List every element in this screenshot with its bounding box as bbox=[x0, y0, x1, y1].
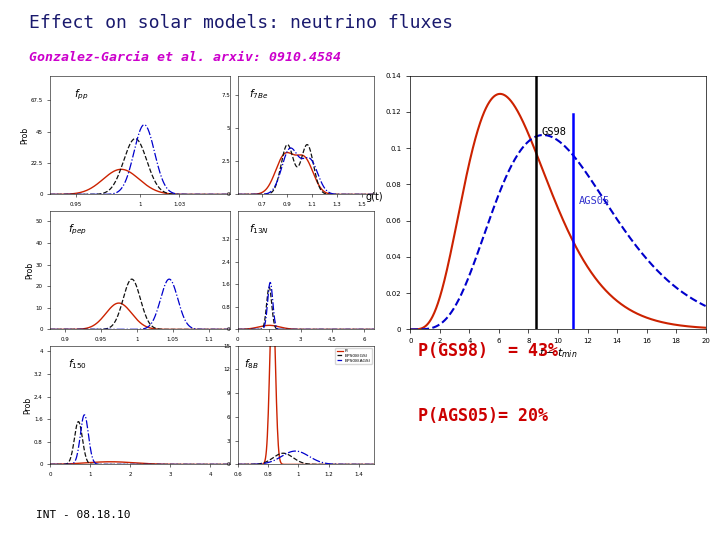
Text: $f_{8B}$: $f_{8B}$ bbox=[245, 357, 259, 371]
Text: P(GS98)  = 43%: P(GS98) = 43% bbox=[418, 342, 557, 360]
Text: $f_{7Be}$: $f_{7Be}$ bbox=[248, 87, 268, 101]
Y-axis label: Prob: Prob bbox=[20, 126, 29, 144]
Text: $f_{13N}$: $f_{13N}$ bbox=[248, 222, 269, 236]
Text: Gonzalez-Garcia et al. arxiv: 0910.4584: Gonzalez-Garcia et al. arxiv: 0910.4584 bbox=[29, 51, 341, 64]
Text: AGS05: AGS05 bbox=[579, 197, 610, 206]
Y-axis label: Prob: Prob bbox=[24, 396, 32, 414]
Text: $f_{pp}$: $f_{pp}$ bbox=[74, 87, 89, 102]
Text: INT - 08.18.10: INT - 08.18.10 bbox=[36, 510, 130, 521]
Text: Effect on solar models: neutrino fluxes: Effect on solar models: neutrino fluxes bbox=[29, 14, 453, 31]
Legend: Fl, BPS08(GS), BPS08(AGS): Fl, BPS08(GS), BPS08(AGS) bbox=[336, 348, 372, 364]
Y-axis label: g(t): g(t) bbox=[366, 192, 383, 202]
Text: $f_{150}$: $f_{150}$ bbox=[68, 357, 87, 371]
Text: $f_{pep}$: $f_{pep}$ bbox=[68, 222, 87, 237]
X-axis label: $t-t_{min}$: $t-t_{min}$ bbox=[539, 346, 577, 360]
Text: GS98: GS98 bbox=[541, 127, 567, 137]
Text: P(AGS05)= 20%: P(AGS05)= 20% bbox=[418, 407, 548, 425]
Y-axis label: Prob: Prob bbox=[25, 261, 35, 279]
